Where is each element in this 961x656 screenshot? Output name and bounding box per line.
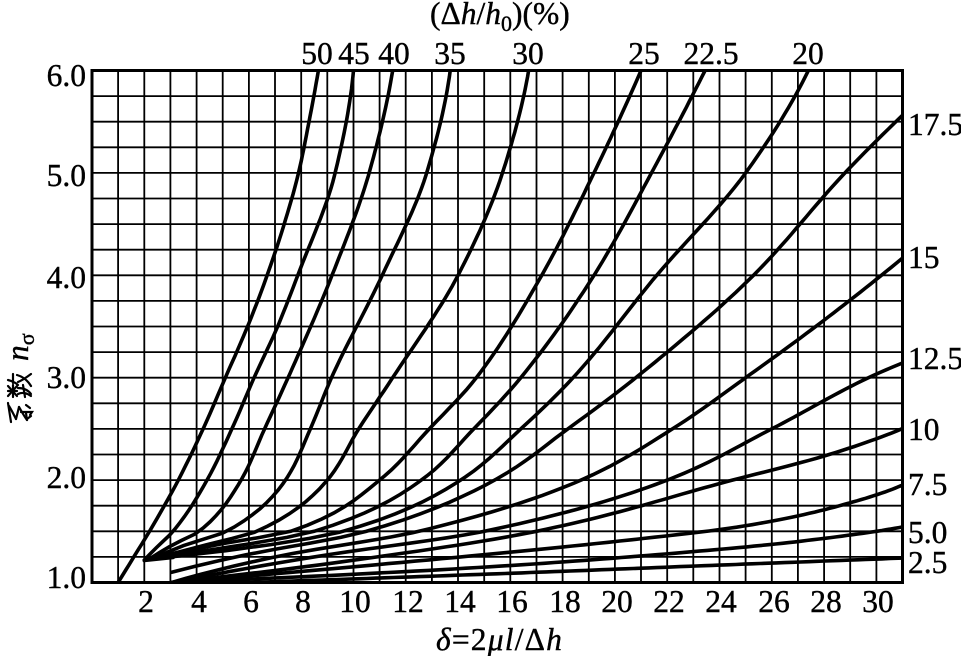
- svg-text:2.5: 2.5: [908, 545, 947, 580]
- svg-text:15: 15: [908, 240, 940, 275]
- svg-text:35: 35: [434, 36, 466, 71]
- svg-text:28: 28: [810, 584, 842, 619]
- svg-text:5.0: 5.0: [47, 158, 86, 193]
- svg-text:22.5: 22.5: [683, 36, 738, 71]
- svg-text:20: 20: [601, 584, 633, 619]
- svg-text:8: 8: [295, 584, 311, 619]
- svg-text:14: 14: [444, 584, 476, 619]
- svg-text:22: 22: [653, 584, 685, 619]
- svg-text:25: 25: [628, 36, 660, 71]
- svg-text:40: 40: [378, 36, 410, 71]
- svg-text:2.0: 2.0: [47, 460, 86, 495]
- svg-text:26: 26: [758, 584, 790, 619]
- svg-text:nσ: nσ: [0, 333, 39, 361]
- svg-text:20: 20: [792, 36, 824, 71]
- svg-text:(Δh/h0)(%): (Δh/h0)(%): [430, 0, 570, 36]
- svg-text:17.5: 17.5: [908, 107, 961, 142]
- svg-text:δ=2μl/Δh: δ=2μl/Δh: [436, 622, 563, 656]
- svg-text:12.5: 12.5: [908, 341, 961, 376]
- svg-text:30: 30: [512, 36, 544, 71]
- svg-text:18: 18: [549, 584, 581, 619]
- svg-text:4.0: 4.0: [47, 260, 86, 295]
- svg-text:12: 12: [392, 584, 424, 619]
- svg-text:10: 10: [339, 584, 371, 619]
- svg-text:6.0: 6.0: [47, 58, 86, 93]
- svg-text:50: 50: [301, 36, 333, 71]
- svg-text:4: 4: [191, 584, 207, 619]
- svg-text:5.0: 5.0: [908, 515, 947, 550]
- svg-text:3.0: 3.0: [47, 360, 86, 395]
- svg-text:6: 6: [243, 584, 259, 619]
- svg-text:30: 30: [862, 584, 894, 619]
- svg-text:24: 24: [705, 584, 737, 619]
- svg-text:45: 45: [338, 36, 370, 71]
- svg-text:7.5: 7.5: [908, 467, 947, 502]
- svg-text:16: 16: [496, 584, 528, 619]
- svg-text:1.0: 1.0: [47, 560, 86, 595]
- svg-text:10: 10: [908, 412, 940, 447]
- svg-text:2: 2: [138, 584, 154, 619]
